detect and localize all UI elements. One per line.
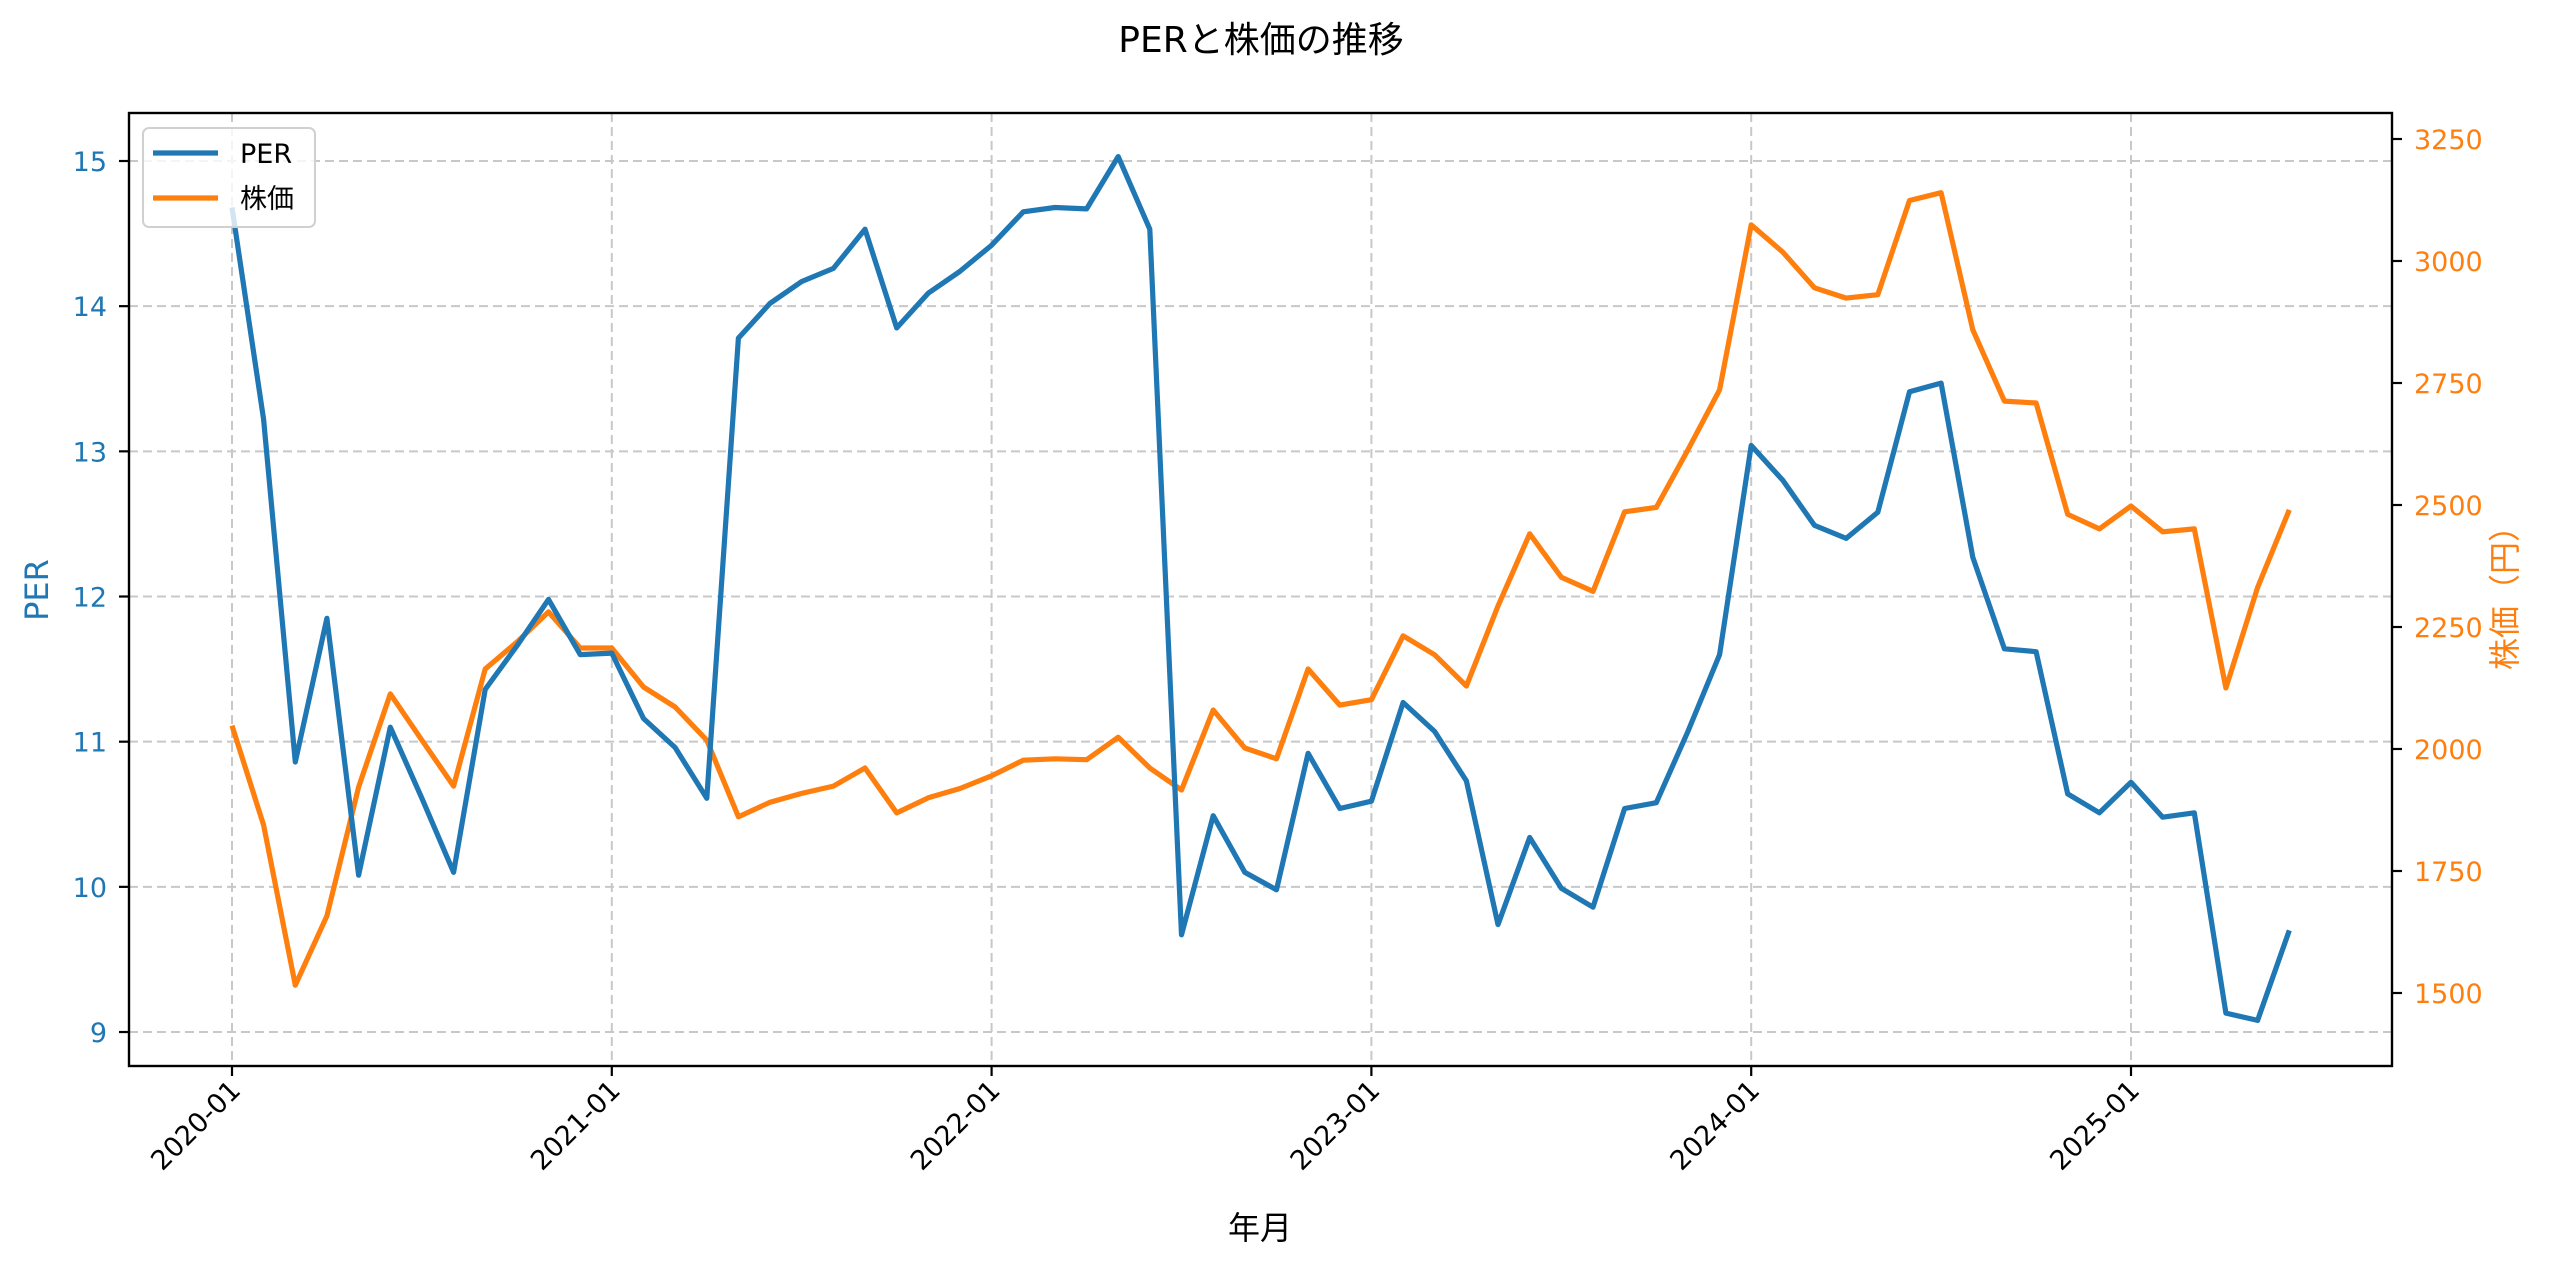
right-tick-label: 2250 xyxy=(2414,613,2483,644)
legend-label-price: 株価 xyxy=(240,184,294,215)
left-tick-label: 15 xyxy=(73,147,107,178)
left-y-axis-label: PER xyxy=(18,559,56,621)
left-tick-label: 12 xyxy=(73,583,107,614)
right-tick-label: 1750 xyxy=(2414,857,2483,888)
legend: PER 株価 xyxy=(142,127,316,228)
left-tick-label: 11 xyxy=(73,728,107,759)
x-axis-label: 年月 xyxy=(1228,1209,1292,1247)
left-tick-label: 14 xyxy=(73,292,107,323)
right-y-axis-ticks: 1500 1750 2000 2250 2500 2750 3000 3250 xyxy=(2392,125,2483,1010)
right-tick-label: 2500 xyxy=(2414,491,2483,522)
right-tick-label: 2750 xyxy=(2414,369,2483,400)
right-tick-label: 2000 xyxy=(2414,735,2483,766)
per-line xyxy=(229,154,2292,1023)
legend-label-per: PER xyxy=(240,139,292,170)
left-tick-label: 10 xyxy=(73,873,107,904)
left-tick-label: 13 xyxy=(73,437,107,468)
right-tick-label: 1500 xyxy=(2414,979,2483,1010)
right-y-axis-label: 株価（円） xyxy=(2486,510,2524,670)
left-tick-label: 9 xyxy=(90,1018,107,1049)
vertical-gridlines xyxy=(231,113,2132,1066)
left-y-axis-ticks: 9 10 11 12 13 14 15 xyxy=(73,147,129,1049)
axes-frame xyxy=(127,111,2394,1068)
plot-area xyxy=(129,113,2392,1066)
right-tick-label: 3000 xyxy=(2414,247,2483,278)
chart-title: PERと株価の推移 xyxy=(1118,20,1403,61)
right-tick-label: 3250 xyxy=(2414,125,2483,156)
